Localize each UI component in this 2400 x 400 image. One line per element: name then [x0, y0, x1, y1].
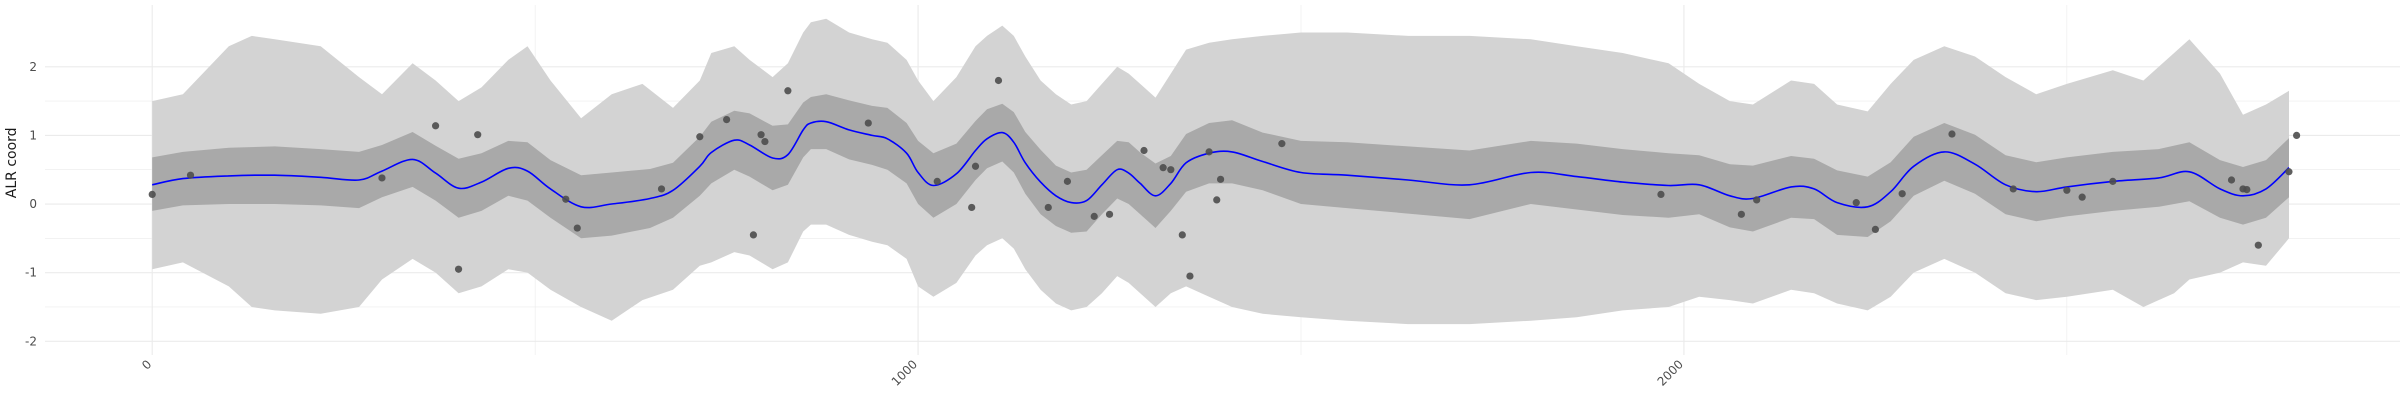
data-point	[994, 76, 1003, 85]
data-point	[573, 224, 581, 232]
data-point	[696, 133, 704, 141]
data-point	[2285, 168, 2293, 176]
data-point	[2254, 241, 2262, 249]
data-point	[1213, 196, 1221, 204]
y-tick-label: 2	[29, 60, 37, 74]
data-point	[1657, 190, 1665, 199]
data-point	[1205, 148, 1213, 156]
data-point	[431, 122, 440, 130]
data-point	[454, 265, 463, 273]
data-point	[1044, 203, 1052, 212]
data-point	[971, 162, 980, 170]
data-point	[1140, 146, 1148, 155]
data-point	[723, 116, 731, 124]
data-point	[1278, 140, 1286, 148]
data-point	[864, 119, 872, 127]
data-point	[784, 87, 792, 95]
data-point	[657, 185, 666, 193]
data-point	[968, 203, 976, 212]
data-point	[2293, 131, 2301, 139]
data-point	[933, 177, 941, 185]
data-point	[474, 131, 482, 139]
data-point	[1216, 175, 1225, 183]
x-tick-label: 1000	[889, 357, 920, 388]
data-point	[148, 190, 156, 199]
credible-bands	[152, 18, 2290, 325]
observed-points	[148, 76, 2301, 280]
data-point	[757, 131, 765, 139]
data-point	[186, 171, 195, 179]
data-point	[2078, 193, 2086, 201]
y-tick-label: -1	[25, 266, 37, 280]
data-point	[749, 231, 758, 239]
data-point	[378, 174, 386, 182]
y-tick-label: 0	[29, 197, 37, 211]
data-point	[1178, 231, 1186, 239]
data-point	[2227, 176, 2236, 184]
data-point	[1753, 196, 1761, 204]
y-tick-label: -2	[25, 334, 37, 348]
data-point	[562, 195, 570, 203]
data-point	[1948, 130, 1956, 138]
data-point	[1737, 210, 1745, 218]
y-tick-label: 1	[29, 128, 37, 142]
data-point	[761, 137, 769, 146]
data-point	[1186, 272, 1194, 280]
data-point	[1852, 199, 1860, 207]
data-point	[1063, 177, 1072, 185]
data-point	[2063, 186, 2071, 194]
data-point	[1167, 166, 1175, 174]
x-tick-label: 2000	[1655, 357, 1686, 388]
data-point	[1898, 190, 1906, 198]
data-point	[1159, 164, 1167, 172]
data-point	[1090, 212, 1098, 220]
data-point	[1871, 225, 1879, 234]
data-point	[2009, 185, 2017, 193]
data-point	[2243, 186, 2251, 194]
data-point	[1105, 210, 1114, 218]
y-axis-ticks: -2 -1 0 1 2	[25, 60, 37, 349]
x-tick-label: 0	[139, 357, 154, 372]
data-point	[2109, 177, 2117, 185]
x-axis-ticks: 0 1000 2000	[139, 357, 1686, 388]
y-axis-title: ALR coord	[4, 127, 20, 198]
